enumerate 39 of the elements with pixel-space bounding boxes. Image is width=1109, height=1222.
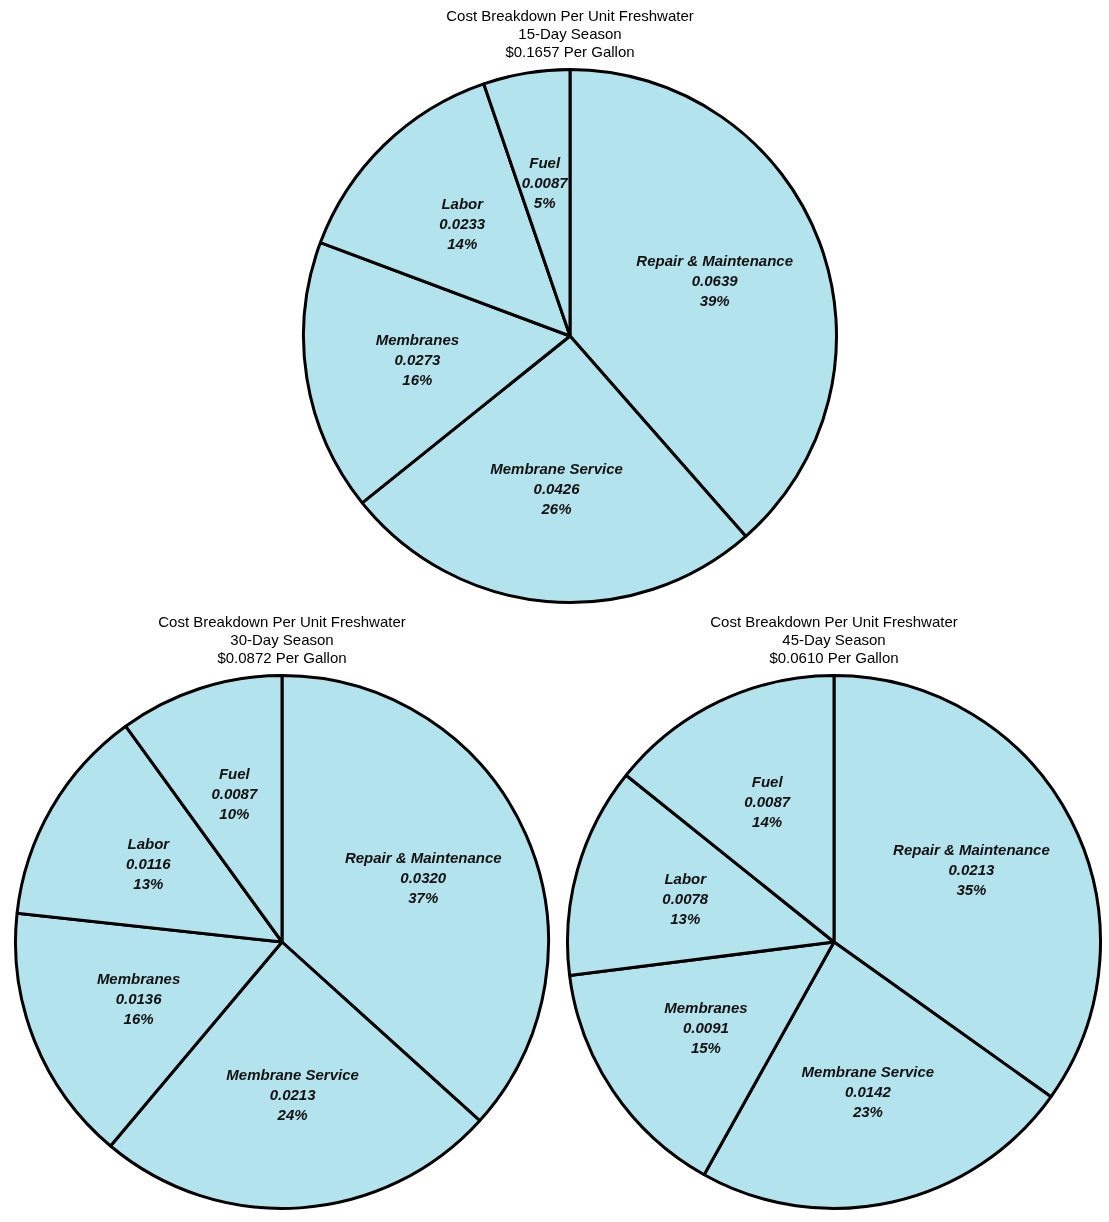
data-label: 0.0273 16% (394, 350, 441, 388)
slice-label: Fuel (529, 153, 561, 171)
data-label: 0.0087 10% (211, 785, 258, 823)
slice-label: Membranes (664, 998, 748, 1016)
slice-label: Fuel (751, 772, 784, 790)
data-label: 0.0087 14% (744, 792, 791, 830)
slice-label: Labor (664, 870, 708, 888)
slice-label: Repair & Maintenance (636, 251, 794, 269)
data-label: 0.0136 16% (115, 989, 163, 1027)
data-label: 0.0078 13% (662, 890, 709, 928)
data-label: 0.0087 5% (521, 173, 569, 211)
slice-label: Labor (127, 834, 171, 852)
slice-label: Membranes (375, 330, 460, 348)
slice-label: Membrane Service (226, 1066, 359, 1084)
slice-label: Membrane Service (801, 1062, 935, 1080)
data-label: 0.0091 15% (682, 1018, 729, 1056)
data-label: 0.0639 39% (691, 271, 739, 309)
data-label: 0.0233 14% (439, 215, 486, 253)
slice-label: Repair & Maintenance (893, 841, 1050, 859)
data-label: 0.0213 35% (948, 861, 996, 899)
slice-label: Fuel (218, 765, 251, 783)
chart-subtitle: 45-Day Season (782, 631, 886, 649)
data-label: 0.0320 37% (400, 869, 447, 907)
slice-label: Membranes (96, 969, 181, 987)
chart-title: Cost Breakdown Per Unit Freshwater (710, 613, 958, 631)
data-label: 0.0142 23% (844, 1082, 892, 1120)
chart-subtitle: 30-Day Season (230, 631, 334, 649)
text: $0.1657 Per Gallon (505, 43, 635, 61)
text: $0.0610 Per Gallon (769, 649, 899, 667)
text: $0.0872 Per Gallon (217, 649, 347, 667)
slice-label: Membrane Service (490, 460, 623, 478)
data-label: 0.0426 26% (533, 480, 581, 518)
chart-subtitle: 15-Day Season (518, 25, 622, 43)
chart-title: Cost Breakdown Per Unit Freshwater (446, 7, 694, 25)
slice-label: Labor (441, 195, 485, 213)
slice-label: Repair & Maintenance (344, 849, 502, 867)
data-label: 0.0116 13% (125, 854, 172, 892)
data-label: 0.0213 24% (269, 1086, 317, 1124)
chart-title: Cost Breakdown Per Unit Freshwater (158, 613, 406, 631)
